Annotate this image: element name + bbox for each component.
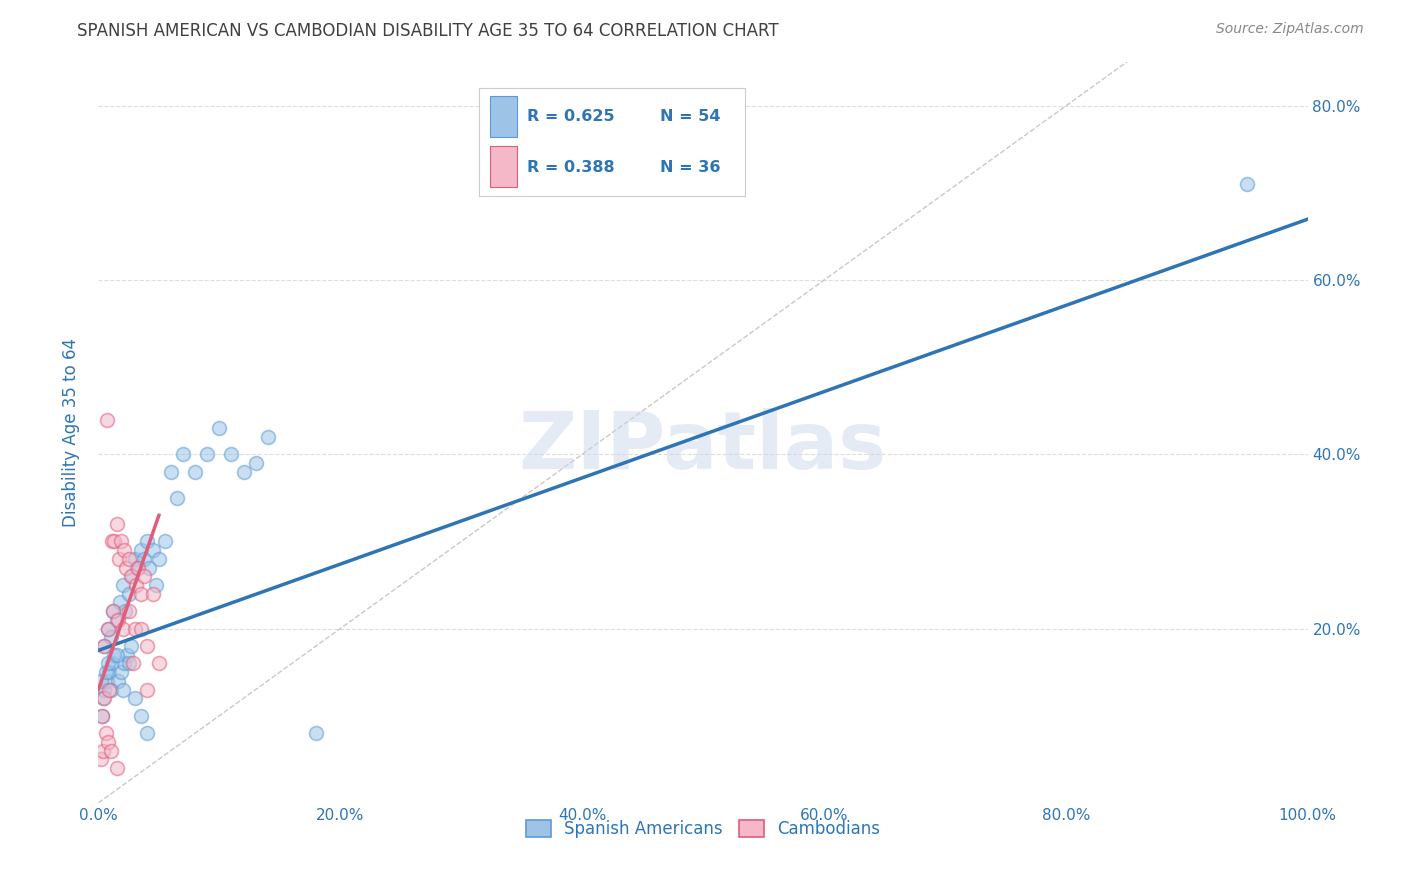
Point	[107, 613, 129, 627]
Point	[110, 534, 132, 549]
Point	[90, 673, 112, 688]
Text: SPANISH AMERICAN VS CAMBODIAN DISABILITY AGE 35 TO 64 CORRELATION CHART: SPANISH AMERICAN VS CAMBODIAN DISABILITY…	[77, 22, 779, 40]
Point	[148, 657, 170, 671]
Point	[93, 691, 115, 706]
Point	[145, 578, 167, 592]
Point	[127, 560, 149, 574]
Point	[105, 648, 128, 662]
Point	[160, 465, 183, 479]
Point	[93, 639, 115, 653]
Point	[91, 708, 114, 723]
Point	[121, 569, 143, 583]
Point	[100, 534, 122, 549]
Point	[100, 630, 122, 644]
Point	[105, 517, 128, 532]
Point	[107, 673, 129, 688]
Point	[115, 560, 138, 574]
Point	[108, 552, 131, 566]
Point	[117, 648, 139, 662]
Point	[94, 665, 117, 680]
Point	[134, 569, 156, 583]
Point	[101, 604, 124, 618]
Point	[256, 430, 278, 444]
Point	[112, 657, 135, 671]
Point	[120, 569, 142, 583]
Point	[195, 447, 218, 461]
Point	[97, 657, 120, 671]
Point	[118, 587, 141, 601]
Point	[118, 604, 141, 618]
Point	[97, 622, 120, 636]
Point	[110, 665, 132, 680]
Point	[135, 534, 157, 549]
Point	[135, 639, 157, 653]
Point	[100, 682, 122, 697]
Point	[105, 761, 128, 775]
Point	[129, 622, 152, 636]
Point	[94, 726, 117, 740]
Point	[148, 552, 170, 566]
Point	[100, 743, 122, 757]
Point	[129, 708, 152, 723]
Point	[98, 682, 121, 697]
Point	[142, 587, 165, 601]
Point	[93, 682, 115, 697]
Point	[124, 622, 146, 636]
Point	[138, 560, 160, 574]
Point	[98, 665, 121, 680]
Point	[135, 682, 157, 697]
Point	[105, 613, 128, 627]
Point	[208, 421, 231, 435]
Point	[166, 491, 188, 505]
Point	[184, 465, 207, 479]
Point	[124, 691, 146, 706]
Point	[125, 578, 148, 592]
Point	[232, 465, 254, 479]
Point	[91, 708, 114, 723]
Point	[118, 657, 141, 671]
Point	[90, 752, 112, 766]
Point	[1236, 178, 1258, 192]
Point	[129, 543, 152, 558]
Point	[142, 543, 165, 558]
Point	[120, 639, 142, 653]
Point	[127, 560, 149, 574]
Point	[153, 534, 176, 549]
Point	[97, 735, 120, 749]
Point	[118, 552, 141, 566]
Point	[129, 587, 152, 601]
Point	[96, 673, 118, 688]
Point	[245, 456, 267, 470]
Point	[112, 543, 135, 558]
Point	[135, 726, 157, 740]
Point	[91, 743, 114, 757]
Text: Source: ZipAtlas.com: Source: ZipAtlas.com	[1216, 22, 1364, 37]
Point	[122, 657, 145, 671]
Point	[100, 657, 122, 671]
Point	[103, 648, 125, 662]
Point	[111, 622, 134, 636]
Point	[305, 726, 328, 740]
Text: ZIPatlas: ZIPatlas	[519, 409, 887, 486]
Point	[114, 604, 136, 618]
Legend: Spanish Americans, Cambodians: Spanish Americans, Cambodians	[517, 812, 889, 847]
Point	[111, 682, 134, 697]
Y-axis label: Disability Age 35 to 64: Disability Age 35 to 64	[62, 338, 80, 527]
Point	[111, 578, 134, 592]
Point	[108, 595, 131, 609]
Point	[103, 534, 125, 549]
Point	[124, 552, 146, 566]
Point	[93, 639, 115, 653]
Point	[221, 447, 243, 461]
Point	[96, 412, 118, 426]
Point	[97, 622, 120, 636]
Point	[101, 604, 124, 618]
Point	[172, 447, 194, 461]
Point	[91, 691, 114, 706]
Point	[134, 552, 156, 566]
